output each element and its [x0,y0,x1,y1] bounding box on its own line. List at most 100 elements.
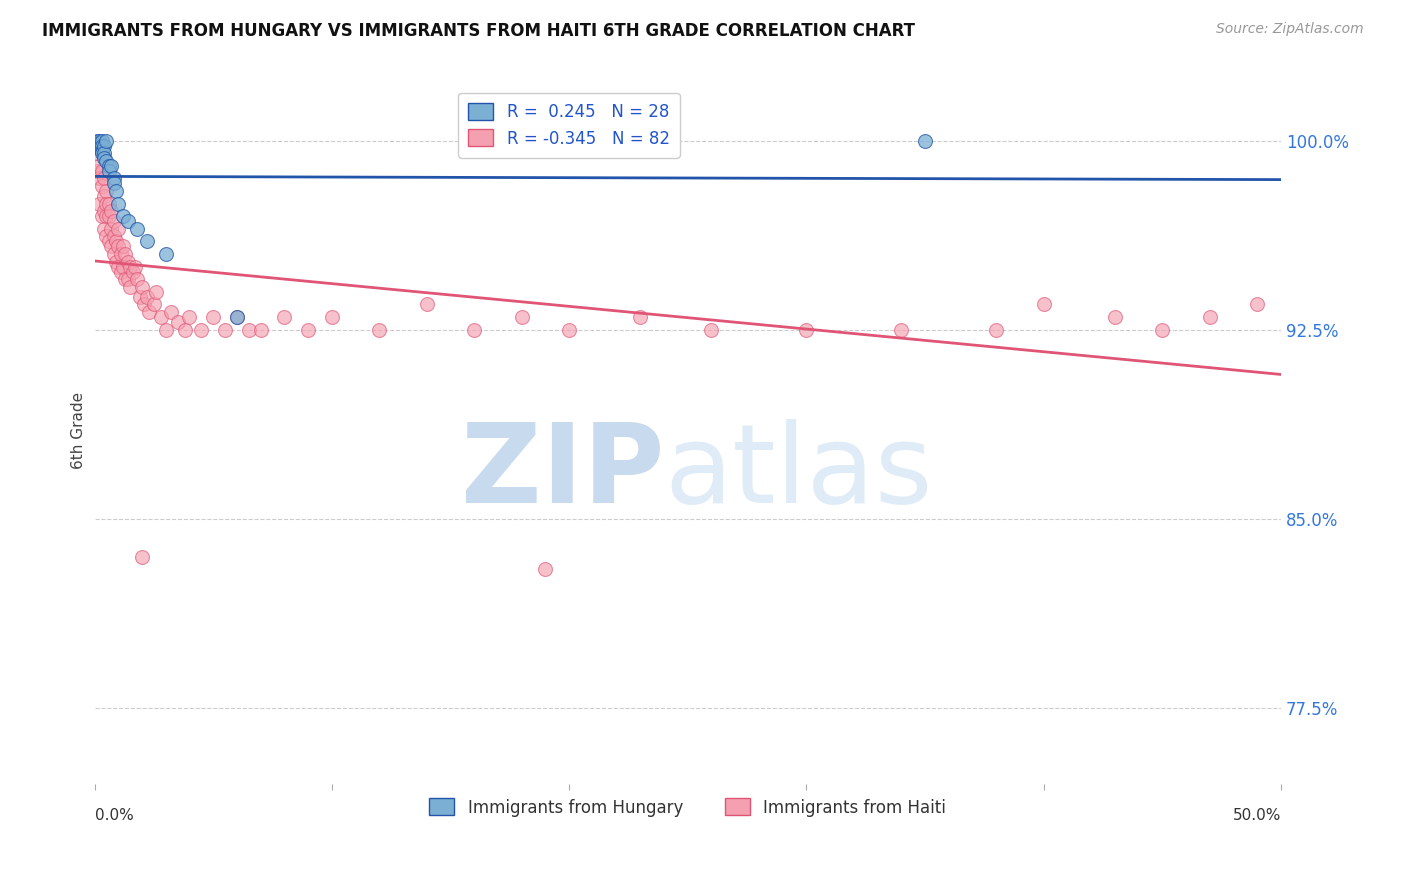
Point [96,153,118,168]
Point [890,323,912,337]
Point [463,323,485,337]
Point [190,323,212,337]
Point [155,323,177,337]
Point [128,290,150,304]
Point [202,310,225,324]
Point [173,323,195,337]
Point [86,163,108,178]
Point [103,214,125,228]
Point [93,204,115,219]
Point [127,221,149,235]
Point [93,146,115,161]
Point [96,229,118,244]
Point [142,297,165,311]
Point [104,235,127,249]
Point [120,260,142,274]
Point [104,184,127,198]
Point [103,177,125,191]
Point [238,323,260,337]
Point [135,235,157,249]
Point [97,159,120,173]
Point [1198,310,1220,324]
Point [100,159,122,173]
Point [214,323,236,337]
Point [96,209,118,223]
Point [89,136,111,150]
Legend: Immigrants from Hungary, Immigrants from Haiti: Immigrants from Hungary, Immigrants from… [422,790,955,825]
Text: IMMIGRANTS FROM HUNGARY VS IMMIGRANTS FROM HAITI 6TH GRADE CORRELATION CHART: IMMIGRANTS FROM HUNGARY VS IMMIGRANTS FR… [42,22,915,40]
Y-axis label: 6th Grade: 6th Grade [72,392,86,469]
Point [155,247,177,261]
Point [1104,310,1126,324]
Point [90,138,112,153]
Text: ZIP: ZIP [461,419,664,526]
Point [628,310,651,324]
Point [103,247,125,261]
Text: 0.0%: 0.0% [94,808,134,823]
Point [914,134,936,148]
Point [90,209,112,223]
Point [96,134,118,148]
Point [138,305,160,319]
Point [93,189,115,203]
Point [90,178,112,193]
Point [107,260,129,274]
Point [86,134,108,148]
Point [103,229,125,244]
Point [986,323,1008,337]
Point [226,310,249,324]
Point [89,171,111,186]
Point [1152,323,1174,337]
Point [100,221,122,235]
Point [89,159,111,173]
Point [96,184,118,198]
Point [97,209,120,223]
Point [93,151,115,165]
Point [534,562,557,576]
Point [90,146,112,161]
Point [700,323,723,337]
Point [97,235,120,249]
Point [90,134,112,148]
Point [96,196,118,211]
Point [510,310,533,324]
Point [89,134,111,148]
Point [107,221,129,235]
Point [97,196,120,211]
Point [104,254,127,268]
Point [93,138,115,153]
Point [131,549,153,564]
Point [114,247,136,261]
Point [416,297,439,311]
Point [150,310,173,324]
Point [110,247,132,261]
Point [93,221,115,235]
Point [159,305,181,319]
Point [117,272,139,286]
Point [297,323,319,337]
Text: atlas: atlas [664,419,932,526]
Point [249,323,271,337]
Point [127,272,149,286]
Point [90,144,112,158]
Point [558,323,581,337]
Point [86,138,108,153]
Point [121,265,143,279]
Point [110,265,132,279]
Point [103,171,125,186]
Point [117,254,139,268]
Point [273,310,295,324]
Point [112,239,135,253]
Point [107,239,129,253]
Point [93,171,115,186]
Point [166,315,188,329]
Point [114,272,136,286]
Point [368,323,391,337]
Point [1246,297,1268,311]
Text: 50.0%: 50.0% [1233,808,1281,823]
Point [131,280,153,294]
Point [321,310,343,324]
Point [89,141,111,155]
Point [97,163,120,178]
Point [89,196,111,211]
